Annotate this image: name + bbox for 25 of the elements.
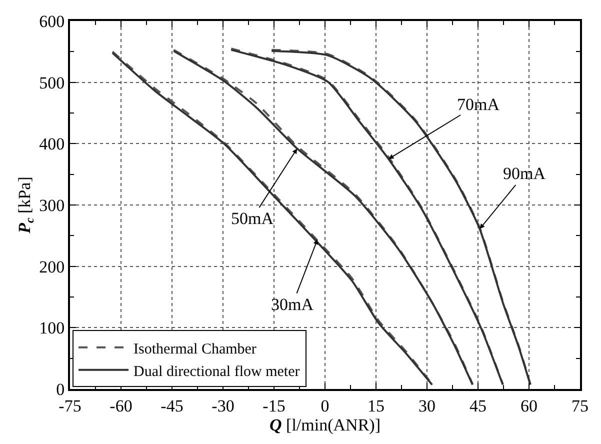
- x-tick-label: -30: [212, 396, 234, 416]
- x-tick-label: 30: [418, 396, 436, 416]
- annotation: 70mA: [457, 95, 500, 114]
- y-tick-label: 200: [39, 257, 65, 276]
- x-tick-label: 45: [470, 396, 486, 416]
- x-tick-label: -75: [58, 396, 82, 416]
- annotation: 90mA: [503, 164, 546, 183]
- x-tick-label: 15: [368, 396, 384, 416]
- legend-label: Dual directional flow meter: [134, 364, 300, 380]
- x-tick-label: -15: [262, 396, 286, 416]
- annotation: 50mA: [231, 209, 274, 228]
- x-tick-label: -60: [110, 396, 132, 416]
- y-tick-label: 400: [39, 134, 65, 154]
- x-tick-label: 0: [320, 396, 330, 416]
- legend-label: Isothermal Chamber: [134, 341, 256, 358]
- y-tick-label: 0: [56, 380, 65, 399]
- x-tick-label: 60: [520, 396, 538, 416]
- y-tick-label: 500: [39, 73, 65, 92]
- y-tick-label: 300: [39, 196, 65, 215]
- x-tick-label: 75: [572, 396, 588, 416]
- y-tick-label: 100: [39, 318, 65, 338]
- x-tick-label: -45: [160, 396, 184, 416]
- x-axis-title: Q [l/min(ANR)]: [270, 415, 380, 434]
- y-tick-label: 600: [39, 12, 65, 31]
- annotation: 30mA: [271, 295, 314, 314]
